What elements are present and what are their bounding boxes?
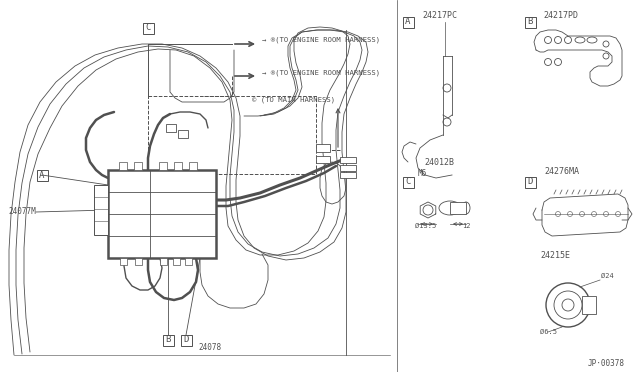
Bar <box>174 162 182 170</box>
Text: 12: 12 <box>462 223 470 229</box>
Bar <box>160 258 167 265</box>
Text: A: A <box>39 170 45 180</box>
Text: D: D <box>527 177 532 186</box>
Bar <box>180 334 191 346</box>
Bar <box>525 16 536 28</box>
Bar <box>178 130 188 138</box>
Bar <box>189 162 197 170</box>
Text: © (TO MAIN HARNESS): © (TO MAIN HARNESS) <box>252 97 335 103</box>
Bar <box>316 156 330 163</box>
Bar <box>525 176 536 187</box>
Text: D: D <box>183 336 189 344</box>
Text: Ø6.5: Ø6.5 <box>540 329 557 335</box>
Bar <box>582 296 596 314</box>
Text: 24012B: 24012B <box>424 158 454 167</box>
Text: Ø24: Ø24 <box>601 273 614 279</box>
Bar <box>340 157 356 163</box>
Bar <box>135 258 142 265</box>
Bar <box>134 162 142 170</box>
Bar <box>163 334 173 346</box>
Text: 24217PD: 24217PD <box>543 11 578 20</box>
Bar <box>316 144 330 152</box>
Bar <box>166 124 176 132</box>
Text: B: B <box>165 336 171 344</box>
Text: Ø13.5: Ø13.5 <box>415 223 436 229</box>
Bar <box>94 185 108 235</box>
Text: 24217PC: 24217PC <box>422 11 457 20</box>
Text: 24078: 24078 <box>198 343 221 353</box>
Text: → ®(TO ENGINE ROOM HARNESS): → ®(TO ENGINE ROOM HARNESS) <box>262 37 380 43</box>
Bar <box>450 202 466 214</box>
Bar <box>143 22 154 33</box>
Text: 24077M: 24077M <box>8 208 36 217</box>
Bar <box>119 162 127 170</box>
Text: → ®(TO ENGINE ROOM HARNESS): → ®(TO ENGINE ROOM HARNESS) <box>262 70 380 76</box>
Bar <box>159 162 167 170</box>
Text: 24215E: 24215E <box>540 251 570 260</box>
Bar <box>36 170 47 180</box>
Text: JP·00378: JP·00378 <box>588 359 625 368</box>
Bar <box>108 170 216 258</box>
Text: A: A <box>405 17 411 26</box>
Bar <box>173 258 180 265</box>
Bar <box>185 258 192 265</box>
Text: B: B <box>527 17 532 26</box>
Text: 24276MA: 24276MA <box>544 167 579 176</box>
Text: M6: M6 <box>418 169 428 178</box>
Bar <box>403 176 413 187</box>
Bar <box>340 172 356 178</box>
Text: C: C <box>145 23 150 32</box>
Bar <box>340 165 356 171</box>
Text: C: C <box>405 177 411 186</box>
Bar <box>403 16 413 28</box>
Bar <box>120 258 127 265</box>
Bar <box>148 96 316 174</box>
